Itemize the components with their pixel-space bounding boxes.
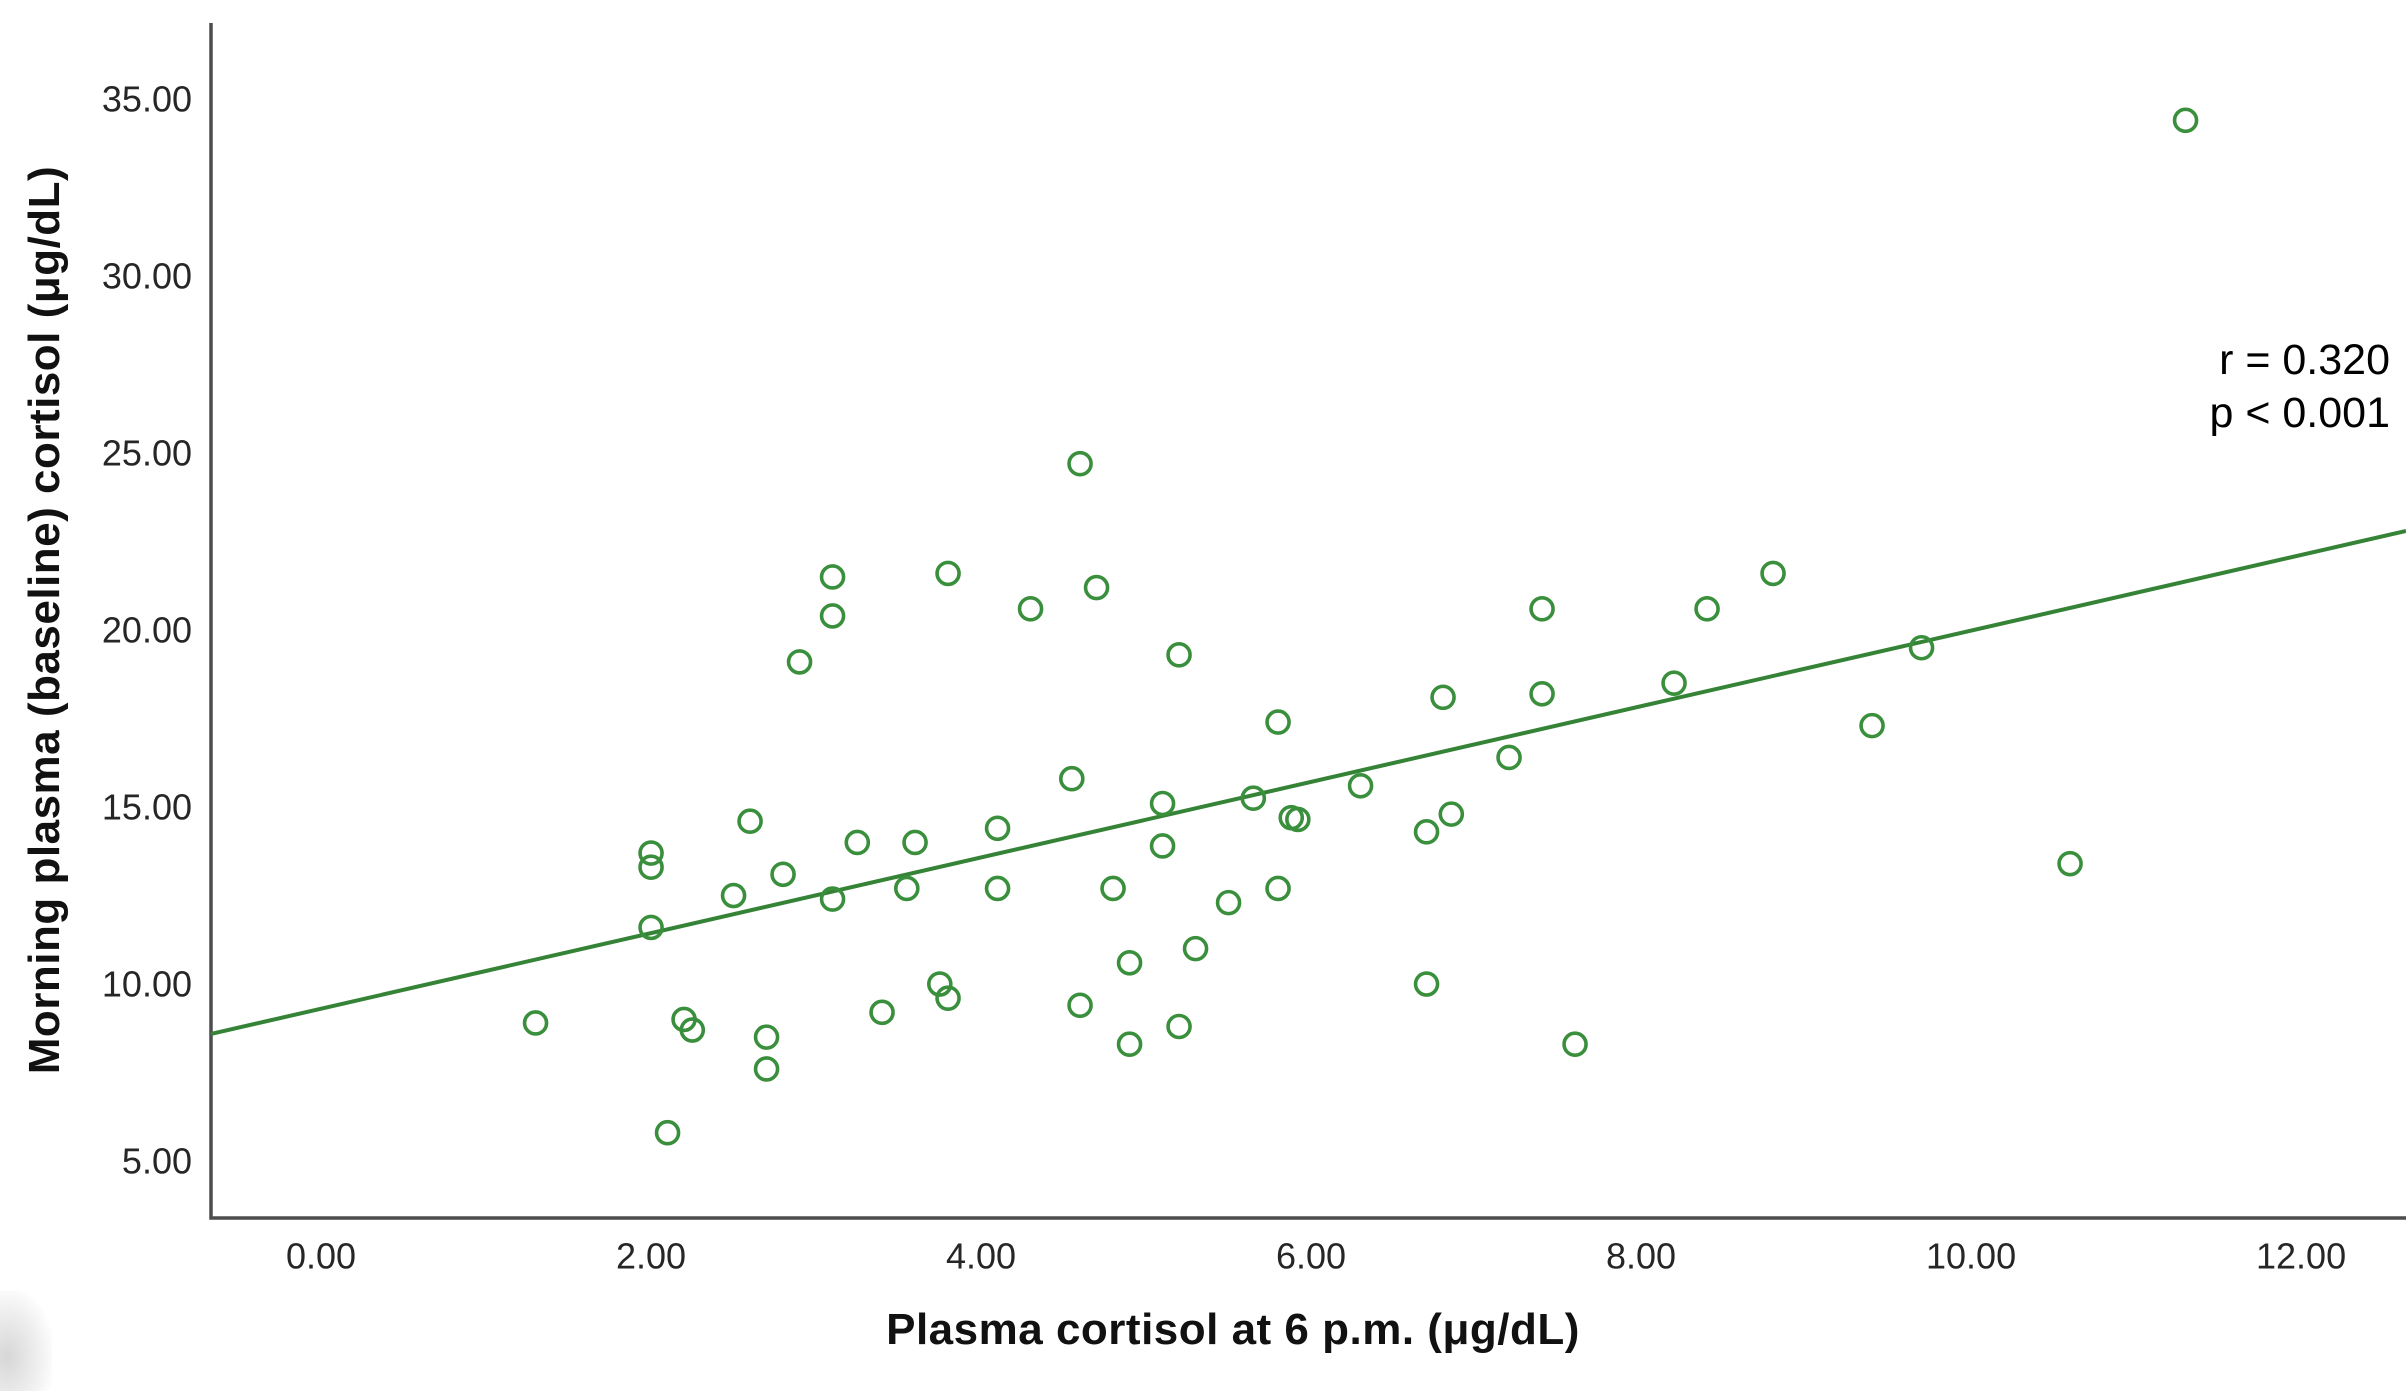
data-point	[1438, 801, 1465, 827]
data-point	[894, 875, 920, 902]
data-point	[1562, 1031, 1588, 1058]
data-point	[1529, 596, 1555, 622]
x-tick-label: 0.00	[286, 1236, 356, 1277]
correlation-annotation: r = 0.320 p < 0.001	[2209, 334, 2390, 440]
y-tick-label: 35.00	[102, 79, 192, 120]
y-tick-label: 5.00	[122, 1141, 192, 1182]
data-point	[984, 815, 1011, 842]
x-tick-label: 10.00	[1926, 1236, 2016, 1277]
data-point	[984, 875, 1011, 902]
data-point	[869, 999, 895, 1026]
data-point	[753, 1024, 780, 1050]
x-tick-label: 12.00	[2256, 1236, 2346, 1277]
y-tick-label: 20.00	[102, 610, 192, 651]
regression-line	[210, 528, 2406, 1036]
data-point	[1413, 971, 1440, 997]
data-point	[935, 985, 961, 1011]
data-point	[1694, 596, 1720, 622]
data-point	[2057, 850, 2083, 877]
data-point	[819, 886, 846, 912]
data-point	[1067, 450, 1093, 477]
x-tick-label: 6.00	[1276, 1236, 1346, 1277]
data-point	[927, 971, 953, 997]
y-tick-label: 30.00	[102, 256, 192, 297]
data-point	[1529, 680, 1555, 707]
data-point	[1116, 1031, 1143, 1058]
data-point	[770, 861, 796, 888]
data-point	[753, 1056, 780, 1082]
data-point	[1661, 670, 1687, 696]
data-point	[638, 914, 664, 941]
data-point	[1240, 785, 1267, 811]
x-axis-title: Plasma cortisol at 6 p.m. (μg/dL)	[886, 1305, 1580, 1354]
data-point	[1285, 806, 1311, 833]
data-point	[638, 854, 664, 881]
data-point	[786, 649, 813, 675]
data-point	[1067, 992, 1093, 1019]
data-point	[1059, 765, 1085, 792]
data-point	[1215, 889, 1242, 916]
axis-lines	[209, 23, 2406, 1220]
data-point	[1265, 709, 1291, 735]
data-point	[819, 564, 846, 590]
data-point	[1017, 596, 1044, 622]
data-point	[1166, 1013, 1192, 1040]
corner-watermark-blob	[0, 1291, 52, 1391]
data-point	[2172, 107, 2199, 134]
data-point	[1760, 560, 1786, 587]
y-axis-title: Morning plasma (baseline) cortisol (μg/d…	[20, 165, 69, 1075]
data-point	[1083, 574, 1110, 601]
data-point	[638, 840, 664, 866]
data-point	[935, 560, 961, 587]
data-point	[522, 1010, 549, 1036]
data-point	[1859, 712, 1885, 739]
data-point	[1149, 833, 1176, 859]
p-value-label: p < 0.001	[2209, 389, 2390, 437]
y-tick-label: 15.00	[102, 787, 192, 828]
data-point	[654, 1119, 681, 1146]
y-tick-label: 25.00	[102, 433, 192, 474]
data-point	[720, 882, 747, 909]
data-point	[844, 829, 871, 856]
data-point	[679, 1017, 706, 1043]
data-point	[1265, 875, 1291, 902]
data-point	[1182, 935, 1209, 962]
x-tick-label: 4.00	[946, 1236, 1016, 1277]
data-point	[737, 808, 763, 835]
x-tick-label: 2.00	[616, 1236, 686, 1277]
data-point	[1166, 642, 1192, 668]
r-value-label: r = 0.320	[2219, 336, 2390, 384]
data-point	[1413, 819, 1440, 845]
data-point	[1149, 790, 1176, 817]
data-point	[1908, 634, 1935, 661]
data-point	[902, 829, 928, 856]
data-point	[1496, 744, 1522, 771]
data-point	[819, 603, 846, 629]
data-point	[1430, 684, 1456, 711]
x-tick-label: 8.00	[1606, 1236, 1676, 1277]
data-point	[1100, 875, 1126, 902]
data-point	[1347, 773, 1374, 799]
data-point	[1116, 949, 1143, 976]
y-tick-label: 10.00	[102, 964, 192, 1005]
